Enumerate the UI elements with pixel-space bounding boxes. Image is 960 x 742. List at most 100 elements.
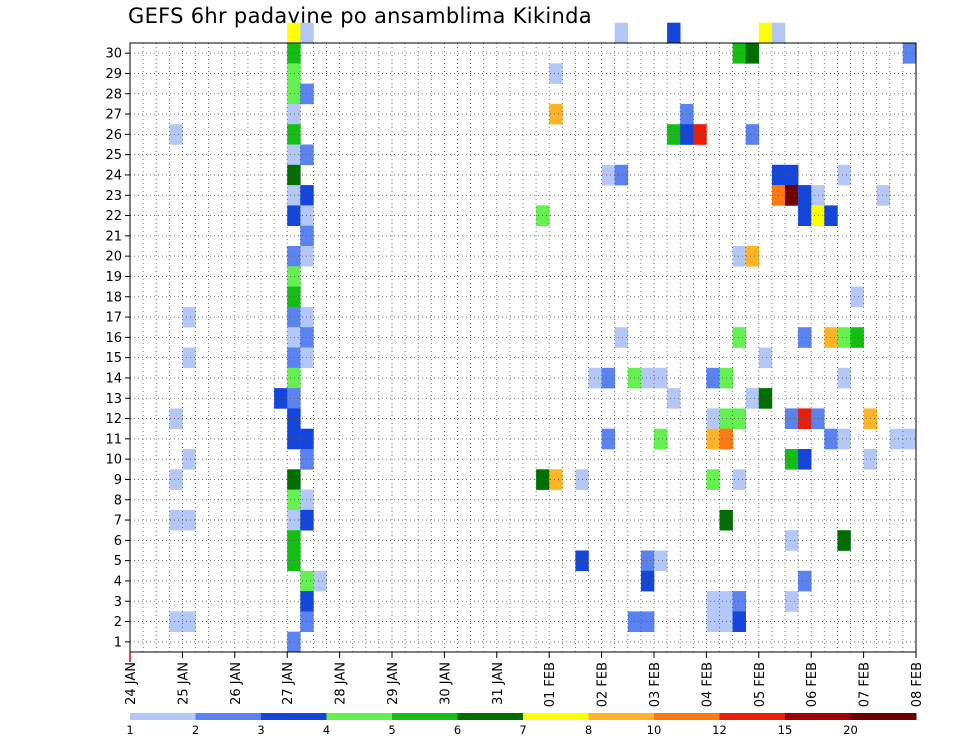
heat-cell [640, 367, 655, 389]
heat-cell [169, 408, 183, 429]
y-tick-label: 16 [105, 331, 122, 346]
heat-cell [785, 185, 799, 206]
y-tick-label: 30 [105, 47, 122, 62]
heat-cell [745, 246, 760, 267]
heat-cell [706, 591, 720, 612]
heat-cell [182, 449, 196, 470]
heat-cell [614, 327, 629, 348]
heat-cell [798, 327, 812, 348]
heat-cell [287, 327, 301, 348]
x-tick-label: 08 FEB [910, 662, 925, 707]
cells-layer [169, 22, 917, 653]
x-tick-label: 29 JAN [386, 662, 401, 705]
heat-cell [785, 449, 799, 470]
heat-cell [287, 306, 301, 328]
heat-cell [287, 22, 301, 44]
heat-cell [758, 347, 773, 369]
y-tick-label: 1 [114, 635, 122, 650]
heat-cell [798, 570, 812, 592]
heat-cell [758, 388, 773, 409]
heat-cell [811, 408, 825, 429]
plot-frame [129, 42, 917, 653]
y-tick-label: 25 [105, 148, 122, 163]
heat-cell [850, 327, 864, 348]
heat-cell [313, 570, 327, 592]
heat-cell [287, 43, 301, 64]
y-tick-label: 12 [105, 412, 122, 427]
heat-cell [169, 611, 183, 632]
heat-cell [640, 570, 655, 592]
heat-cell [837, 327, 851, 348]
heat-cell [798, 408, 812, 429]
colorbar-label: 15 [778, 723, 793, 737]
heat-cell [287, 408, 301, 429]
heat-cell [287, 103, 301, 125]
colorbar-swatch [588, 713, 655, 720]
x-tick-label: 24 JAN [124, 662, 139, 705]
heat-cell [693, 124, 707, 145]
x-tick-label: 07 FEB [858, 662, 873, 707]
colorbar-swatch [392, 713, 458, 720]
colorbar: 1 2 3 4 5 6 7 8 10 12 15 20 [126, 713, 917, 737]
heat-cell [706, 408, 720, 429]
x-tick-label: 25 JAN [176, 662, 191, 705]
heat-cell [549, 63, 563, 84]
heat-cell [785, 164, 799, 186]
heat-cell [287, 530, 301, 551]
heat-cell [601, 428, 615, 450]
colorbar-label: 5 [388, 723, 395, 737]
colorbar-label: 3 [257, 723, 264, 737]
heat-cell [549, 103, 563, 125]
y-tick-label: 19 [105, 270, 122, 285]
y-tick-label: 9 [114, 473, 122, 488]
heat-cell [706, 469, 720, 490]
x-tick-label: 01 FEB [543, 662, 558, 707]
colorbar-label: 2 [192, 723, 199, 737]
heat-cell [785, 408, 799, 429]
heat-cell [745, 43, 760, 64]
colorbar-swatch [719, 713, 786, 720]
heat-cell [732, 469, 746, 490]
x-axis: 24 JAN 25 JAN 26 JAN 27 JAN 28 JAN 29 JAN 30 J… [124, 652, 925, 707]
heat-cell [667, 124, 681, 145]
heat-cell [287, 266, 301, 287]
heat-cell [706, 367, 720, 389]
heat-cell [601, 367, 615, 389]
heat-cell [654, 367, 668, 389]
y-tick-label: 6 [114, 534, 122, 549]
heat-cell [614, 164, 629, 186]
heat-cell [287, 205, 301, 226]
y-tick-label: 7 [114, 514, 122, 529]
colorbar-label: 6 [454, 723, 461, 737]
colorbar-swatch [326, 713, 393, 720]
heat-cell [837, 164, 851, 186]
heat-cell [287, 347, 301, 369]
heat-cell [300, 22, 314, 44]
heat-cell [169, 509, 183, 531]
heat-cell [798, 205, 812, 226]
y-tick-label: 3 [114, 595, 122, 610]
heat-cell [889, 428, 904, 450]
y-tick-label: 8 [114, 493, 122, 508]
x-tick-label: 05 FEB [753, 662, 768, 707]
colorbar-swatch [261, 713, 327, 720]
y-tick-label: 4 [114, 574, 122, 589]
heat-cell [745, 124, 760, 145]
y-tick-label: 17 [105, 311, 122, 326]
colorbar-swatch [850, 713, 917, 720]
x-tick-label: 03 FEB [648, 662, 663, 707]
heat-cell [601, 164, 615, 186]
heat-cell [182, 611, 196, 632]
heat-cell [785, 591, 799, 612]
heat-cell [771, 22, 786, 44]
heat-cell [732, 246, 746, 267]
heat-cell [732, 591, 746, 612]
heat-cell [811, 185, 825, 206]
heat-cell [549, 469, 563, 490]
y-tick-label: 10 [105, 453, 122, 468]
y-tick-label: 24 [105, 168, 122, 183]
colorbar-label: 20 [843, 723, 858, 737]
y-axis: 1234567891011121314151617181920212223242… [105, 47, 130, 650]
y-tick-label: 28 [105, 87, 122, 102]
colorbar-label: 4 [323, 723, 330, 737]
